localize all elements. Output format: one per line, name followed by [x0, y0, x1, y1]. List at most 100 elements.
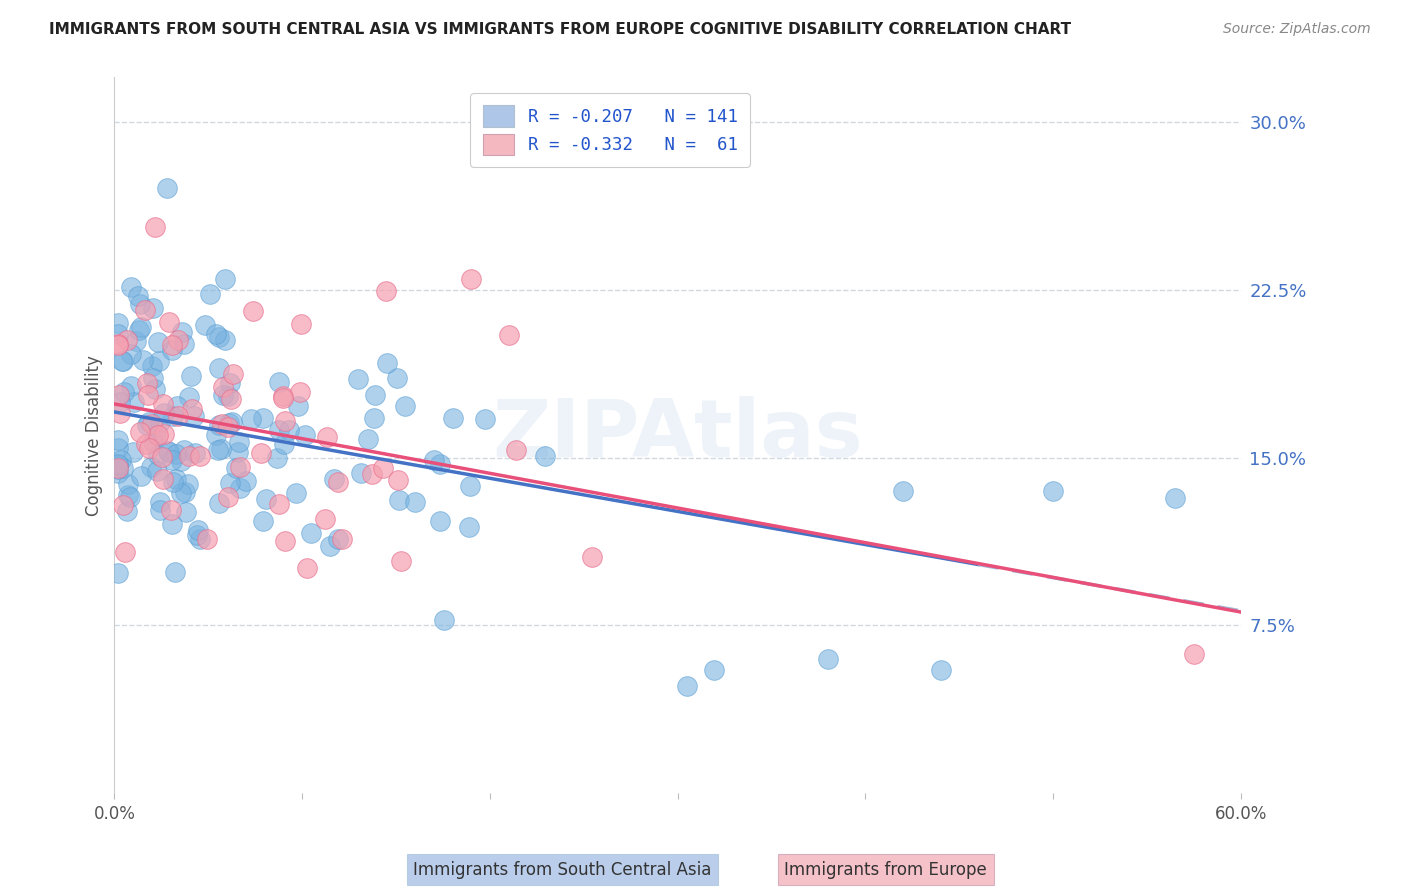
Point — [388, 493, 411, 508]
Point — [363, 388, 385, 402]
Point — [1042, 484, 1064, 499]
Point — [107, 338, 129, 352]
Point — [374, 284, 396, 298]
Point — [142, 434, 165, 449]
Point — [316, 430, 339, 444]
Point — [211, 417, 233, 431]
Point — [198, 286, 221, 301]
Point — [148, 448, 170, 462]
Point — [127, 289, 149, 303]
Point — [166, 409, 188, 424]
Point — [146, 334, 169, 349]
Point — [141, 359, 163, 374]
Point — [125, 334, 148, 348]
Point — [266, 451, 288, 466]
Point — [157, 445, 180, 459]
Point — [156, 181, 179, 195]
Point — [219, 475, 242, 490]
Point — [108, 395, 131, 409]
Point — [150, 450, 173, 465]
Point — [188, 449, 211, 463]
Point — [136, 418, 159, 433]
Point — [148, 353, 170, 368]
Point — [929, 663, 952, 677]
Point — [294, 428, 316, 442]
Point — [267, 423, 290, 437]
Point — [676, 679, 699, 693]
Point — [136, 376, 159, 390]
Point — [162, 475, 184, 489]
Point — [111, 354, 134, 368]
Point — [160, 503, 183, 517]
Point — [117, 477, 139, 491]
Point — [128, 323, 150, 337]
Point — [184, 446, 207, 460]
Point — [208, 418, 231, 433]
Point — [145, 427, 167, 442]
Point — [120, 279, 142, 293]
Point — [107, 462, 129, 476]
Point — [195, 532, 218, 546]
Point — [274, 414, 297, 428]
Point — [177, 477, 200, 491]
Point — [254, 492, 277, 507]
Point — [209, 442, 232, 457]
Point — [111, 499, 134, 513]
Point — [377, 356, 399, 370]
Point — [173, 442, 195, 457]
Point — [187, 523, 209, 537]
Y-axis label: Cognitive Disability: Cognitive Disability — [86, 355, 103, 516]
Point — [221, 415, 243, 429]
Point — [214, 272, 236, 286]
Point — [134, 302, 156, 317]
Point — [149, 503, 172, 517]
Text: ZIPAtlas: ZIPAtlas — [492, 396, 863, 475]
Point — [271, 389, 294, 403]
Point — [138, 441, 160, 455]
Point — [138, 388, 160, 402]
Point — [277, 423, 299, 437]
Point — [143, 383, 166, 397]
Point — [212, 387, 235, 401]
Point — [240, 412, 263, 426]
Point — [162, 517, 184, 532]
Point — [110, 406, 132, 420]
Point — [219, 376, 242, 391]
Point — [145, 464, 167, 478]
Point — [173, 337, 195, 351]
Point — [152, 472, 174, 486]
Point — [117, 488, 139, 502]
Point — [142, 301, 165, 316]
Point — [1182, 648, 1205, 662]
Point — [314, 512, 336, 526]
Point — [225, 460, 247, 475]
Point — [423, 453, 446, 467]
Text: Immigrants from Europe: Immigrants from Europe — [785, 861, 987, 879]
Point — [156, 444, 179, 458]
Point — [267, 497, 290, 511]
Point — [208, 495, 231, 509]
Point — [218, 417, 240, 431]
Point — [107, 326, 129, 341]
Point — [330, 533, 353, 547]
Point — [128, 425, 150, 440]
Point — [111, 461, 134, 475]
Point — [326, 475, 349, 490]
Point — [160, 343, 183, 357]
Point — [162, 453, 184, 467]
Point — [217, 490, 239, 504]
Point — [404, 495, 426, 509]
Point — [165, 566, 187, 580]
Point — [229, 459, 252, 474]
Point — [387, 473, 409, 487]
Point — [287, 399, 309, 413]
Point — [107, 337, 129, 351]
Point — [458, 479, 481, 493]
Point — [177, 449, 200, 463]
Legend: R = -0.207   N = 141, R = -0.332   N =  61: R = -0.207 N = 141, R = -0.332 N = 61 — [471, 94, 749, 167]
Point — [157, 315, 180, 329]
Point — [135, 437, 157, 451]
Point — [131, 353, 153, 368]
Point — [112, 385, 135, 400]
Point — [162, 338, 184, 352]
